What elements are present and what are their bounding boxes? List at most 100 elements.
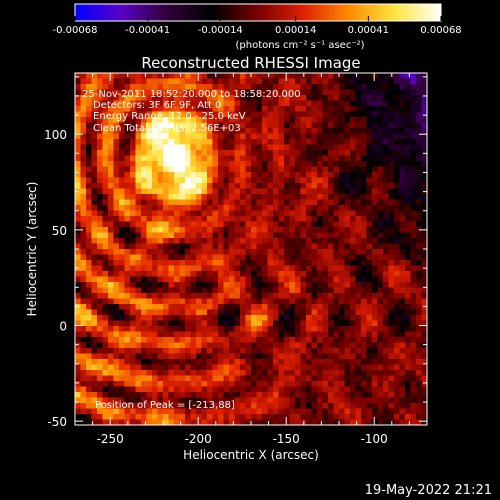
heatmap-cell bbox=[179, 194, 186, 200]
heatmap-cell bbox=[168, 166, 175, 173]
heatmap-cell bbox=[245, 183, 252, 189]
heatmap-cell bbox=[399, 89, 406, 96]
heatmap-cell bbox=[152, 221, 158, 228]
heatmap-cell bbox=[207, 293, 213, 299]
heatmap-cell bbox=[251, 216, 257, 222]
heatmap-cell bbox=[91, 359, 98, 365]
heatmap-cell bbox=[394, 144, 400, 151]
heatmap-cell bbox=[388, 166, 395, 173]
heatmap-cell bbox=[251, 271, 257, 277]
heatmap-cell bbox=[405, 95, 411, 101]
heatmap-cell bbox=[399, 155, 406, 162]
heatmap-cell bbox=[185, 111, 191, 118]
heatmap-cell bbox=[267, 254, 274, 261]
heatmap-cell bbox=[108, 282, 114, 288]
heatmap-cell bbox=[146, 128, 153, 134]
heatmap-cell bbox=[410, 282, 417, 288]
heatmap-cell bbox=[405, 342, 411, 349]
heatmap-cell bbox=[295, 238, 301, 244]
heatmap-cell bbox=[278, 326, 285, 332]
heatmap-cell bbox=[300, 287, 307, 294]
heatmap-cell bbox=[201, 392, 208, 398]
heatmap-cell bbox=[102, 326, 109, 332]
heatmap-cell bbox=[152, 392, 158, 398]
heatmap-cell bbox=[416, 320, 422, 327]
heatmap-cell bbox=[130, 326, 136, 332]
heatmap-cell bbox=[317, 386, 323, 393]
heatmap-cell bbox=[317, 293, 323, 299]
heatmap-cell bbox=[141, 419, 147, 425]
heatmap-cell bbox=[383, 194, 389, 200]
heatmap-cell bbox=[102, 364, 109, 371]
heatmap-cell bbox=[119, 73, 125, 79]
heatmap-cell bbox=[201, 238, 208, 244]
heatmap-cell bbox=[185, 254, 191, 261]
heatmap-cell bbox=[322, 403, 329, 409]
heatmap-cell bbox=[284, 353, 290, 360]
heatmap-cell bbox=[410, 155, 417, 162]
heatmap-cell bbox=[234, 199, 241, 206]
heatmap-cell bbox=[399, 111, 406, 118]
heatmap-cell bbox=[328, 89, 334, 96]
heatmap-cell bbox=[124, 408, 131, 415]
heatmap-cell bbox=[207, 172, 213, 178]
heatmap-cell bbox=[163, 172, 169, 178]
heatmap-cell bbox=[234, 386, 241, 393]
heatmap-cell bbox=[196, 397, 202, 404]
heatmap-cell bbox=[152, 326, 158, 332]
heatmap-cell bbox=[196, 282, 202, 288]
heatmap-cell bbox=[179, 331, 186, 338]
heatmap-cell bbox=[273, 177, 279, 184]
heatmap-cell bbox=[256, 265, 263, 272]
heatmap-cell bbox=[317, 282, 323, 288]
heatmap-cell bbox=[267, 359, 274, 365]
heatmap-cell bbox=[339, 188, 345, 195]
heatmap-cell bbox=[322, 249, 329, 255]
heatmap-cell bbox=[322, 331, 329, 338]
heatmap-cell bbox=[97, 392, 103, 398]
heatmap-cell bbox=[124, 309, 131, 316]
heatmap-cell bbox=[75, 194, 81, 200]
heatmap-cell bbox=[174, 133, 180, 140]
heatmap-cell bbox=[394, 243, 400, 250]
heatmap-cell bbox=[212, 216, 219, 222]
heatmap-cell bbox=[311, 95, 318, 101]
heatmap-cell bbox=[86, 161, 92, 167]
heatmap-cell bbox=[135, 359, 142, 365]
heatmap-cell bbox=[366, 155, 373, 162]
heatmap-cell bbox=[344, 271, 351, 277]
heatmap-cell bbox=[300, 227, 307, 233]
heatmap-cell bbox=[119, 403, 125, 409]
heatmap-cell bbox=[245, 205, 252, 211]
heatmap-cell bbox=[300, 386, 307, 393]
heatmap-cell bbox=[80, 210, 87, 217]
heatmap-cell bbox=[388, 342, 395, 349]
heatmap-cell bbox=[218, 150, 224, 156]
heatmap-cell bbox=[97, 282, 103, 288]
heatmap-cell bbox=[157, 144, 164, 151]
heatmap-cell bbox=[223, 364, 230, 371]
heatmap-cell bbox=[256, 293, 263, 299]
heatmap-cell bbox=[394, 117, 400, 123]
heatmap-cell bbox=[289, 370, 296, 376]
heatmap-cell bbox=[152, 199, 158, 206]
heatmap-cell bbox=[135, 271, 142, 277]
heatmap-cell bbox=[190, 304, 197, 310]
heatmap-cell bbox=[410, 216, 417, 222]
heatmap-cell bbox=[86, 265, 92, 272]
heatmap-cell bbox=[168, 375, 175, 382]
heatmap-cell bbox=[256, 161, 263, 167]
heatmap-cell bbox=[333, 293, 340, 299]
heatmap-cell bbox=[383, 243, 389, 250]
heatmap-cell bbox=[300, 133, 307, 140]
heatmap-cell bbox=[372, 188, 378, 195]
heatmap-cell bbox=[152, 128, 158, 134]
heatmap-cell bbox=[223, 177, 230, 184]
heatmap-cell bbox=[190, 133, 197, 140]
heatmap-cell bbox=[372, 419, 378, 425]
heatmap-cell bbox=[157, 172, 164, 178]
heatmap-cell bbox=[97, 408, 103, 415]
heatmap-cell bbox=[295, 172, 301, 178]
heatmap-cell bbox=[328, 381, 334, 387]
heatmap-cell bbox=[377, 238, 384, 244]
